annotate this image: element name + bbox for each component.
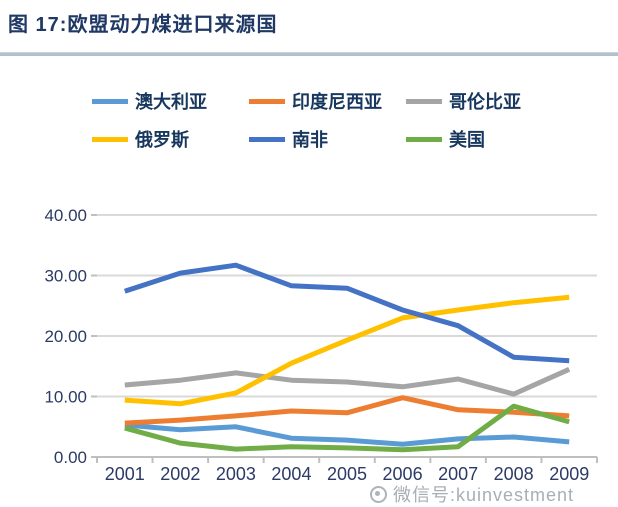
- series-line-5: [124, 403, 570, 453]
- title-divider: [0, 52, 618, 56]
- x-tick-label-2004: 2004: [271, 464, 311, 484]
- legend-label: 美国: [449, 130, 485, 150]
- x-tick-label-2002: 2002: [160, 464, 200, 484]
- legend-item-3: 俄罗斯: [92, 128, 249, 150]
- legend-item-1: 印度尼西亚: [249, 90, 406, 112]
- legend-label: 澳大利亚: [135, 92, 207, 112]
- series-line-2: [124, 367, 571, 397]
- legend-label: 印度尼西亚: [292, 92, 382, 112]
- x-tick-label-2006: 2006: [383, 464, 423, 484]
- legend-line-swatch: [92, 136, 128, 142]
- chart-legend: 澳大利亚 印度尼西亚 哥伦比亚俄罗斯 南非 美国: [92, 90, 562, 150]
- x-tick-label-2008: 2008: [494, 464, 534, 484]
- legend-item-2: 哥伦比亚: [406, 90, 562, 112]
- series-line-4: [124, 262, 570, 364]
- legend-line-swatch: [406, 98, 442, 104]
- x-tick-label-2009: 2009: [549, 464, 589, 484]
- watermark-text: 微信号:kuinvestment: [393, 485, 575, 505]
- legend-line-swatch: [406, 136, 442, 142]
- legend-item-5: 美国: [406, 128, 562, 150]
- legend-label: 哥伦比亚: [449, 92, 521, 112]
- legend-line-swatch: [92, 98, 128, 104]
- watermark: 微信号:kuinvestment: [370, 482, 574, 506]
- x-tick-label-2005: 2005: [327, 464, 367, 484]
- y-tick-label-40: 40.00: [44, 206, 87, 225]
- y-tick-label-10: 10.00: [44, 388, 87, 407]
- series-line-0: [124, 422, 570, 447]
- legend-line-swatch: [249, 136, 285, 142]
- x-tick-label-2003: 2003: [216, 464, 256, 484]
- wechat-logo-icon: [370, 485, 387, 503]
- legend-label: 南非: [292, 130, 328, 150]
- y-tick-label-20: 20.00: [44, 327, 87, 346]
- legend-label: 俄罗斯: [135, 130, 189, 150]
- page-title: 图 17:欧盟动力煤进口来源国: [8, 14, 278, 36]
- x-tick-label-2001: 2001: [105, 464, 145, 484]
- legend-item-4: 南非: [249, 128, 406, 150]
- series-line-3: [124, 294, 570, 407]
- y-tick-label-30: 30.00: [44, 267, 87, 286]
- legend-line-swatch: [249, 98, 285, 104]
- series-line-1: [124, 395, 570, 426]
- x-tick-label-2007: 2007: [438, 464, 478, 484]
- legend-item-0: 澳大利亚: [92, 90, 249, 112]
- y-tick-label-0: 0.00: [54, 448, 87, 467]
